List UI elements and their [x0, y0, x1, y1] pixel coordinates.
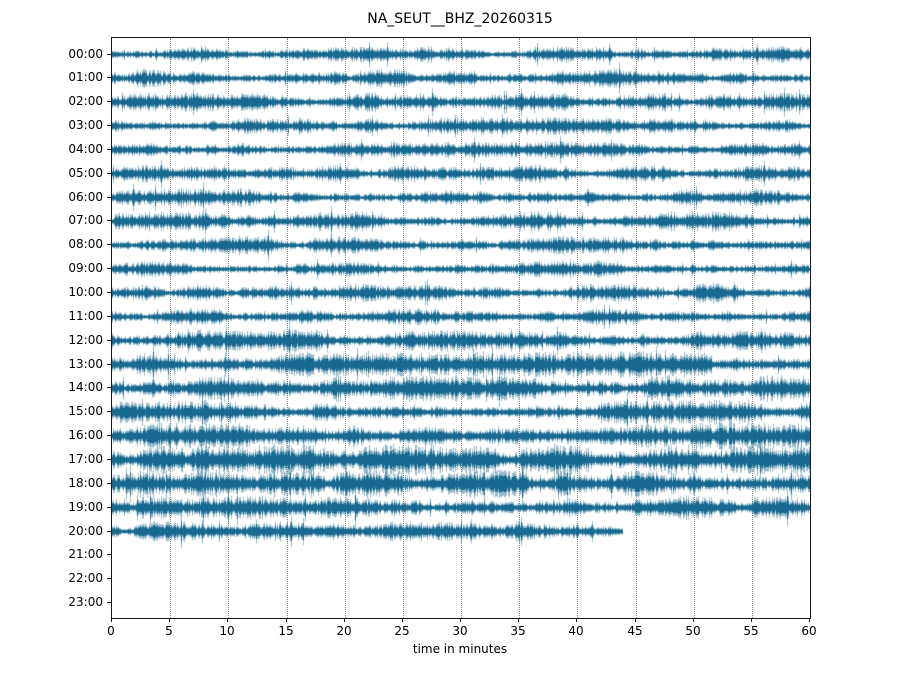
y-tick-label: 22:00: [68, 571, 103, 585]
x-tick-mark: [576, 618, 577, 622]
y-tick-label: 15:00: [68, 404, 103, 418]
x-tick-mark: [460, 618, 461, 622]
x-tick-mark: [402, 618, 403, 622]
y-tick-label: 13:00: [68, 357, 103, 371]
x-tick-label: 45: [627, 624, 643, 638]
x-tick-mark: [693, 618, 694, 622]
y-tick-mark: [107, 220, 111, 221]
x-tick-label: 20: [336, 624, 352, 638]
x-tick-label: 5: [165, 624, 173, 638]
y-tick-mark: [107, 292, 111, 293]
y-tick-label: 07:00: [68, 213, 103, 227]
y-tick-mark: [107, 483, 111, 484]
y-tick-mark: [107, 459, 111, 460]
y-tick-label: 18:00: [68, 476, 103, 490]
y-tick-label: 21:00: [68, 547, 103, 561]
y-tick-mark: [107, 244, 111, 245]
y-tick-mark: [107, 387, 111, 388]
x-tick-mark: [169, 618, 170, 622]
y-tick-mark: [107, 340, 111, 341]
x-tick-mark: [286, 618, 287, 622]
x-tick-label: 30: [452, 624, 468, 638]
seismogram-traces: [112, 38, 810, 618]
y-tick-mark: [107, 578, 111, 579]
y-tick-label: 04:00: [68, 142, 103, 156]
y-tick-mark: [107, 411, 111, 412]
y-tick-label: 17:00: [68, 452, 103, 466]
y-tick-mark: [107, 149, 111, 150]
x-tick-label: 25: [394, 624, 410, 638]
x-tick-label: 40: [568, 624, 584, 638]
y-tick-label: 12:00: [68, 333, 103, 347]
x-tick-mark: [344, 618, 345, 622]
y-tick-mark: [107, 197, 111, 198]
plot-area: [111, 37, 811, 619]
y-tick-mark: [107, 173, 111, 174]
y-tick-mark: [107, 602, 111, 603]
x-tick-mark: [751, 618, 752, 622]
x-tick-mark: [518, 618, 519, 622]
x-tick-mark: [635, 618, 636, 622]
y-tick-label: 05:00: [68, 166, 103, 180]
y-tick-mark: [107, 507, 111, 508]
y-tick-mark: [107, 101, 111, 102]
x-tick-label: 60: [801, 624, 817, 638]
y-tick-label: 19:00: [68, 500, 103, 514]
y-tick-mark: [107, 125, 111, 126]
x-tick-mark: [227, 618, 228, 622]
x-tick-label: 0: [107, 624, 115, 638]
x-tick-mark: [111, 618, 112, 622]
x-tick-label: 35: [510, 624, 526, 638]
x-tick-mark: [809, 618, 810, 622]
y-tick-label: 10:00: [68, 285, 103, 299]
y-tick-label: 20:00: [68, 524, 103, 538]
y-tick-mark: [107, 77, 111, 78]
y-tick-mark: [107, 364, 111, 365]
x-tick-label: 15: [278, 624, 294, 638]
x-tick-label: 10: [219, 624, 235, 638]
y-tick-mark: [107, 54, 111, 55]
y-tick-label: 01:00: [68, 70, 103, 84]
y-tick-mark: [107, 316, 111, 317]
y-tick-label: 08:00: [68, 237, 103, 251]
x-tick-label: 55: [743, 624, 759, 638]
chart-title: NA_SEUT__BHZ_20260315: [367, 11, 553, 27]
x-axis-label: time in minutes: [412, 642, 508, 656]
y-tick-label: 14:00: [68, 380, 103, 394]
x-tick-label: 50: [685, 624, 701, 638]
y-tick-label: 11:00: [68, 309, 103, 323]
y-tick-label: 16:00: [68, 428, 103, 442]
y-tick-mark: [107, 268, 111, 269]
y-tick-mark: [107, 554, 111, 555]
y-tick-label: 02:00: [68, 94, 103, 108]
y-tick-label: 00:00: [68, 47, 103, 61]
y-tick-mark: [107, 531, 111, 532]
y-tick-label: 09:00: [68, 261, 103, 275]
y-tick-label: 03:00: [68, 118, 103, 132]
y-tick-mark: [107, 435, 111, 436]
y-tick-label: 06:00: [68, 190, 103, 204]
y-tick-label: 23:00: [68, 595, 103, 609]
